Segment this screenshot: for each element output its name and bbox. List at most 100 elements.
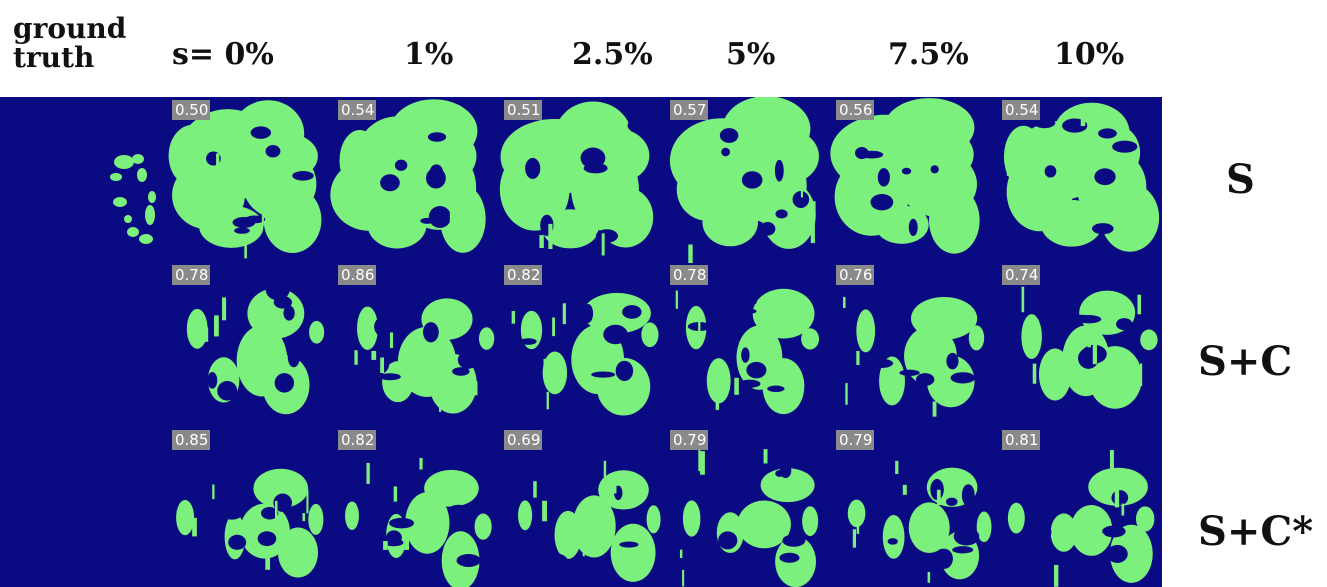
ground-truth-label-line2: truth <box>13 41 95 74</box>
mask-blob <box>345 501 359 530</box>
mask-hole <box>1033 117 1056 129</box>
mask-hole <box>456 554 481 567</box>
mask-fragment <box>1117 223 1122 245</box>
mask-hole <box>619 541 639 548</box>
mask-blob <box>761 181 816 249</box>
mask-hole <box>953 527 980 546</box>
mask-blob <box>308 503 324 535</box>
mask-fragment <box>908 175 912 196</box>
mask-blob <box>518 500 533 531</box>
mask-blob <box>382 361 414 403</box>
score-badge <box>504 430 542 450</box>
mask-hole <box>603 324 628 345</box>
mask-blob <box>253 468 309 509</box>
mask-fragment <box>390 118 395 134</box>
mask-hole <box>721 147 731 157</box>
mask-fragment <box>1109 450 1114 473</box>
mask-blob <box>252 132 318 180</box>
mask-hole <box>429 164 444 182</box>
segmentation-grid: 0.50 0.54 0.51 0.57 0.56 0.54 0.78 0.86 0.82 0.78… <box>0 97 1162 587</box>
mask-fragment <box>259 336 263 352</box>
mask-fragment <box>552 317 556 337</box>
ground-truth-panel <box>110 154 156 244</box>
mask-fragment <box>1054 564 1059 587</box>
mask-fragment <box>635 213 638 234</box>
column-header-0: s= 0% <box>172 37 274 72</box>
mask-blob <box>277 527 319 578</box>
mask-hole <box>287 347 300 368</box>
mask-hole <box>389 517 415 529</box>
mask-blob <box>1109 524 1153 583</box>
mask-fragment <box>383 541 388 550</box>
score-label: 0.54 <box>341 101 374 119</box>
mask-fragment <box>366 462 370 484</box>
mask-fragment <box>211 134 216 143</box>
mask-fragment <box>578 370 582 382</box>
mask-fragment <box>542 500 547 522</box>
mask-blob <box>801 328 820 350</box>
mask-blob <box>554 510 582 559</box>
mask-fragment <box>932 401 937 417</box>
mask-fragment <box>546 391 549 410</box>
mask-blob <box>926 355 975 408</box>
ground-truth-blob <box>113 197 127 207</box>
mask-hole <box>779 552 800 563</box>
mask-fragment <box>393 486 398 502</box>
mask-hole <box>428 206 452 228</box>
mask-hole <box>234 455 260 467</box>
row-label-2: S+C* <box>1198 508 1314 555</box>
prediction-cell: 0.56 <box>830 98 980 254</box>
mask-fragment <box>414 224 419 239</box>
mask-blob <box>1135 506 1155 532</box>
mask-fragment <box>793 181 797 190</box>
ground-truth-blob <box>148 191 156 203</box>
mask-hole <box>273 493 292 512</box>
score-badge <box>172 265 210 285</box>
prediction-cell: 0.79 <box>836 430 992 583</box>
mask-blob <box>737 500 791 549</box>
mask-hole <box>580 147 606 169</box>
mask-blob <box>339 130 380 192</box>
mask-fragment <box>914 121 919 145</box>
mask-hole <box>220 503 244 520</box>
mask-hole <box>1098 128 1117 139</box>
score-badge <box>1002 100 1040 120</box>
mask-hole <box>539 281 566 299</box>
mask-fragment <box>1087 122 1093 134</box>
mask-blob <box>1100 183 1160 252</box>
mask-hole <box>775 209 788 219</box>
mask-fragment <box>449 209 454 224</box>
mask-blob <box>511 124 551 181</box>
mask-fragment <box>856 517 860 534</box>
score-badge <box>1002 430 1040 450</box>
mask-fragment <box>533 481 537 498</box>
prediction-cell: 0.78 <box>172 265 325 415</box>
ground-truth-label-line1: ground <box>13 12 127 45</box>
mask-hole <box>1094 168 1116 186</box>
mask-blob <box>440 185 486 253</box>
mask-hole <box>1068 447 1090 458</box>
mask-blob <box>542 351 568 395</box>
column-header-3: 5% <box>726 37 776 72</box>
mask-fragment <box>389 332 394 349</box>
mask-fragment <box>679 549 683 558</box>
prediction-cell: 0.79 <box>670 430 819 587</box>
mask-hole <box>719 128 739 143</box>
mask-fragment <box>968 218 973 245</box>
mask-hole <box>741 347 750 363</box>
mask-hole <box>774 159 784 182</box>
mask-hole <box>250 126 272 139</box>
mask-fragment <box>203 327 209 342</box>
score-badge <box>504 265 542 285</box>
mask-fragment <box>763 449 768 464</box>
score-badge <box>172 100 210 120</box>
mask-fragment <box>902 484 907 495</box>
mask-hole <box>1076 315 1102 324</box>
mask-fragment <box>1100 533 1105 550</box>
mask-hole <box>426 451 445 472</box>
mask-hole <box>265 145 281 158</box>
score-badge <box>836 265 874 285</box>
prediction-cell: 0.82 <box>504 265 659 416</box>
mask-hole <box>946 352 959 370</box>
mask-fragment <box>265 553 271 570</box>
